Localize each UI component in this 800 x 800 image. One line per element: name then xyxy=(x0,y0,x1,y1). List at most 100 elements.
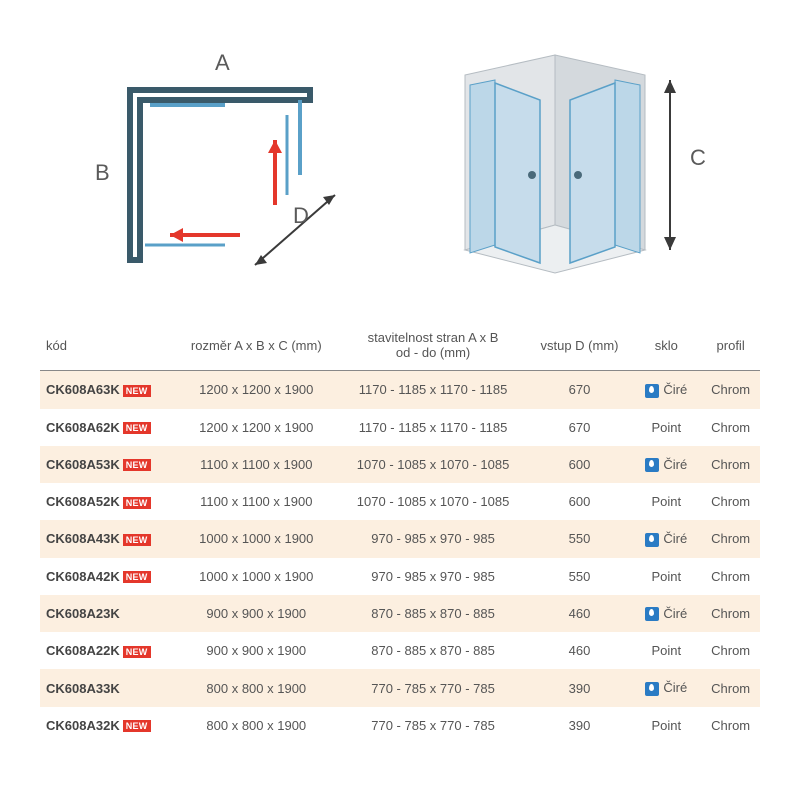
cell-code: CK608A22KNEW xyxy=(40,632,174,669)
cell-code: CK608A63KNEW xyxy=(40,371,174,409)
th-adjust: stavitelnost stran A x B od - do (mm) xyxy=(338,320,527,371)
drop-icon xyxy=(645,533,659,547)
cell-dims: 1100 x 1100 x 1900 xyxy=(174,446,338,484)
cell-dims: 900 x 900 x 1900 xyxy=(174,595,338,633)
cell-profile: Chrom xyxy=(701,446,760,484)
table-row: CK608A23K900 x 900 x 1900870 - 885 x 870… xyxy=(40,595,760,633)
label-b: B xyxy=(95,160,110,186)
cell-entry: 390 xyxy=(528,707,632,744)
cell-profile: Chrom xyxy=(701,707,760,744)
label-a: A xyxy=(215,50,230,76)
cell-profile: Chrom xyxy=(701,371,760,409)
new-badge: NEW xyxy=(123,497,151,509)
cell-entry: 550 xyxy=(528,520,632,558)
cell-dims: 800 x 800 x 1900 xyxy=(174,707,338,744)
cell-code: CK608A33K xyxy=(40,669,174,707)
cell-glass: Čiré xyxy=(631,371,701,409)
cell-entry: 460 xyxy=(528,595,632,633)
cell-entry: 600 xyxy=(528,446,632,484)
spec-table: kód rozměr A x B x C (mm) stavitelnost s… xyxy=(40,320,760,744)
cell-entry: 550 xyxy=(528,558,632,595)
perspective-diagram: C xyxy=(425,45,725,275)
table-body: CK608A63KNEW1200 x 1200 x 19001170 - 118… xyxy=(40,371,760,744)
plan-diagram: A B D xyxy=(75,45,355,275)
cell-profile: Chrom xyxy=(701,409,760,446)
cell-glass: Point xyxy=(631,483,701,520)
table-row: CK608A52KNEW1100 x 1100 x 19001070 - 108… xyxy=(40,483,760,520)
cell-adjust: 870 - 885 x 870 - 885 xyxy=(338,595,527,633)
cell-entry: 600 xyxy=(528,483,632,520)
cell-adjust: 970 - 985 x 970 - 985 xyxy=(338,558,527,595)
cell-dims: 1000 x 1000 x 1900 xyxy=(174,520,338,558)
cell-code: CK608A32KNEW xyxy=(40,707,174,744)
th-dims: rozměr A x B x C (mm) xyxy=(174,320,338,371)
new-badge: NEW xyxy=(123,459,151,471)
cell-adjust: 770 - 785 x 770 - 785 xyxy=(338,669,527,707)
cell-glass: Point xyxy=(631,409,701,446)
cell-profile: Chrom xyxy=(701,558,760,595)
cell-code: CK608A53KNEW xyxy=(40,446,174,484)
label-d: D xyxy=(293,203,309,229)
th-code: kód xyxy=(40,320,174,371)
cell-glass: Point xyxy=(631,632,701,669)
table-row: CK608A63KNEW1200 x 1200 x 19001170 - 118… xyxy=(40,371,760,409)
cell-adjust: 1070 - 1085 x 1070 - 1085 xyxy=(338,483,527,520)
table-row: CK608A22KNEW900 x 900 x 1900870 - 885 x … xyxy=(40,632,760,669)
cell-entry: 390 xyxy=(528,669,632,707)
new-badge: NEW xyxy=(123,720,151,732)
drop-icon xyxy=(645,384,659,398)
cell-entry: 670 xyxy=(528,371,632,409)
cell-profile: Chrom xyxy=(701,483,760,520)
table-row: CK608A32KNEW800 x 800 x 1900770 - 785 x … xyxy=(40,707,760,744)
cell-glass: Čiré xyxy=(631,595,701,633)
cell-profile: Chrom xyxy=(701,632,760,669)
cell-dims: 1200 x 1200 x 1900 xyxy=(174,409,338,446)
new-badge: NEW xyxy=(123,422,151,434)
th-entry: vstup D (mm) xyxy=(528,320,632,371)
table-row: CK608A42KNEW1000 x 1000 x 1900970 - 985 … xyxy=(40,558,760,595)
cell-adjust: 870 - 885 x 870 - 885 xyxy=(338,632,527,669)
drop-icon xyxy=(645,607,659,621)
cell-code: CK608A43KNEW xyxy=(40,520,174,558)
cell-glass: Čiré xyxy=(631,520,701,558)
new-badge: NEW xyxy=(123,534,151,546)
new-badge: NEW xyxy=(123,571,151,583)
cell-code: CK608A62KNEW xyxy=(40,409,174,446)
cell-dims: 1100 x 1100 x 1900 xyxy=(174,483,338,520)
cell-adjust: 970 - 985 x 970 - 985 xyxy=(338,520,527,558)
table-row: CK608A53KNEW1100 x 1100 x 19001070 - 108… xyxy=(40,446,760,484)
cell-dims: 1000 x 1000 x 1900 xyxy=(174,558,338,595)
cell-adjust: 1070 - 1085 x 1070 - 1085 xyxy=(338,446,527,484)
new-badge: NEW xyxy=(123,646,151,658)
cell-glass: Čiré xyxy=(631,669,701,707)
cell-code: CK608A52KNEW xyxy=(40,483,174,520)
cell-entry: 460 xyxy=(528,632,632,669)
cell-profile: Chrom xyxy=(701,520,760,558)
table-row: CK608A43KNEW1000 x 1000 x 1900970 - 985 … xyxy=(40,520,760,558)
cell-dims: 900 x 900 x 1900 xyxy=(174,632,338,669)
table-row: CK608A33K800 x 800 x 1900770 - 785 x 770… xyxy=(40,669,760,707)
cell-glass: Point xyxy=(631,707,701,744)
th-profile: profil xyxy=(701,320,760,371)
plan-svg xyxy=(75,45,355,275)
cell-adjust: 770 - 785 x 770 - 785 xyxy=(338,707,527,744)
cell-profile: Chrom xyxy=(701,669,760,707)
th-glass: sklo xyxy=(631,320,701,371)
cell-dims: 1200 x 1200 x 1900 xyxy=(174,371,338,409)
diagrams-row: A B D C xyxy=(40,30,760,290)
cell-entry: 670 xyxy=(528,409,632,446)
label-c: C xyxy=(690,145,706,171)
perspective-svg xyxy=(425,45,725,275)
cell-glass: Čiré xyxy=(631,446,701,484)
cell-adjust: 1170 - 1185 x 1170 - 1185 xyxy=(338,409,527,446)
cell-adjust: 1170 - 1185 x 1170 - 1185 xyxy=(338,371,527,409)
cell-glass: Point xyxy=(631,558,701,595)
cell-dims: 800 x 800 x 1900 xyxy=(174,669,338,707)
drop-icon xyxy=(645,682,659,696)
drop-icon xyxy=(645,458,659,472)
new-badge: NEW xyxy=(123,385,151,397)
table-row: CK608A62KNEW1200 x 1200 x 19001170 - 118… xyxy=(40,409,760,446)
cell-profile: Chrom xyxy=(701,595,760,633)
table-head: kód rozměr A x B x C (mm) stavitelnost s… xyxy=(40,320,760,371)
cell-code: CK608A42KNEW xyxy=(40,558,174,595)
